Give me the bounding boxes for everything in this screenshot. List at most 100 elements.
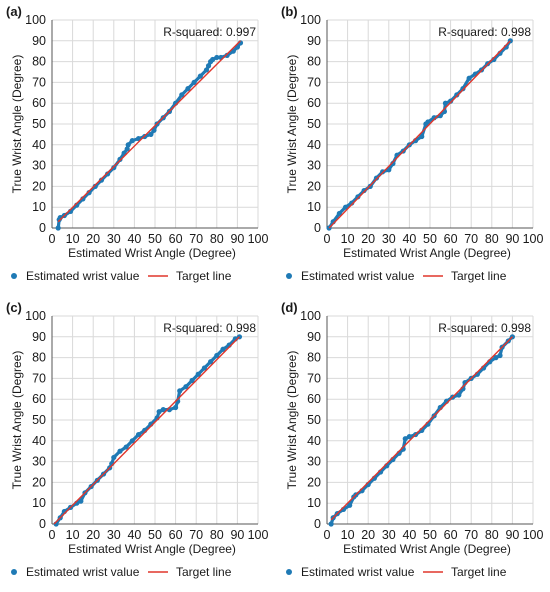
panel-c: (c) 0 10 20 30 40 50 60 70 80 90 100 0 10 20 30 40 50 60 70… xyxy=(0,296,275,592)
y-tick-label: 50 xyxy=(32,117,46,131)
panel-d: (d) 0 10 20 30 40 50 60 70 80 90 100 0 10 20 30 40 50 60 70… xyxy=(275,296,550,592)
y-tick-label: 0 xyxy=(39,517,46,531)
legend-point-icon xyxy=(11,273,17,279)
x-tick-label: 10 xyxy=(341,232,355,246)
panel-b: (b) 0 10 20 30 40 50 60 70 80 90 100 0 10 20 30 40 50 60 70… xyxy=(275,0,550,296)
x-tick-label: 40 xyxy=(402,528,416,542)
y-axis-label: True Wrist Angle (Degree) xyxy=(10,351,24,490)
legend-label-target: Target line xyxy=(176,269,232,283)
legend-label-target: Target line xyxy=(451,565,507,579)
x-tick-label: 90 xyxy=(505,232,519,246)
y-tick-label: 10 xyxy=(32,496,46,510)
x-tick-label: 90 xyxy=(505,528,519,542)
y-tick-label: 40 xyxy=(307,138,321,152)
y-tick-label: 0 xyxy=(314,517,321,531)
legend-label-target: Target line xyxy=(451,269,507,283)
y-tick-label: 20 xyxy=(32,179,46,193)
y-tick-label: 30 xyxy=(307,159,321,173)
x-tick-label: 20 xyxy=(86,528,100,542)
x-tick-label: 10 xyxy=(66,528,80,542)
y-tick-label: 100 xyxy=(25,13,46,27)
y-tick-label: 10 xyxy=(307,200,321,214)
x-tick-label: 40 xyxy=(127,528,141,542)
legend-label-points: Estimated wrist value xyxy=(26,269,140,283)
x-axis-label: Estimated Wrist Angle (Degree) xyxy=(68,246,236,260)
y-tick-label: 0 xyxy=(314,221,321,235)
y-tick-label: 40 xyxy=(307,434,321,448)
r-squared-label: R-squared: 0.998 xyxy=(438,25,531,39)
panel-label: (d) xyxy=(281,300,298,315)
y-tick-label: 0 xyxy=(39,221,46,235)
y-tick-label: 80 xyxy=(307,55,321,69)
chart-svg: (c) 0 10 20 30 40 50 60 70 80 90 100 0 10 20 30 40 50 60 70… xyxy=(6,300,268,579)
target-line xyxy=(57,40,241,223)
x-tick-label: 90 xyxy=(230,232,244,246)
y-tick-label: 60 xyxy=(32,96,46,110)
legend-label-points: Estimated wrist value xyxy=(301,269,415,283)
y-tick-label: 80 xyxy=(32,351,46,365)
y-tick-label: 10 xyxy=(32,200,46,214)
y-axis-label: True Wrist Angle (Degree) xyxy=(10,55,24,194)
x-tick-label: 80 xyxy=(210,528,224,542)
x-tick-label: 40 xyxy=(127,232,141,246)
x-tick-label: 10 xyxy=(66,232,80,246)
y-tick-label: 20 xyxy=(32,475,46,489)
x-tick-label: 0 xyxy=(324,528,331,542)
x-tick-label: 60 xyxy=(444,528,458,542)
x-tick-label: 80 xyxy=(485,528,499,542)
y-tick-label: 30 xyxy=(32,159,46,173)
x-tick-label: 100 xyxy=(523,528,544,542)
y-tick-label: 100 xyxy=(300,13,321,27)
point-trace xyxy=(56,41,242,229)
target-line xyxy=(328,40,511,229)
y-tick-label: 50 xyxy=(307,413,321,427)
x-tick-label: 10 xyxy=(341,528,355,542)
y-tick-label: 30 xyxy=(32,455,46,469)
legend-label-points: Estimated wrist value xyxy=(26,565,140,579)
y-tick-label: 50 xyxy=(32,413,46,427)
x-tick-label: 0 xyxy=(49,528,56,542)
target-line xyxy=(53,336,240,525)
x-tick-label: 30 xyxy=(382,232,396,246)
x-tick-label: 60 xyxy=(444,232,458,246)
panel-label: (a) xyxy=(6,4,22,19)
x-tick-label: 30 xyxy=(107,528,121,542)
x-tick-label: 100 xyxy=(523,232,544,246)
target-line xyxy=(330,336,513,521)
y-tick-label: 20 xyxy=(307,179,321,193)
x-tick-label: 60 xyxy=(169,232,183,246)
y-tick-label: 20 xyxy=(307,475,321,489)
y-tick-label: 90 xyxy=(32,330,46,344)
r-squared-label: R-squared: 0.997 xyxy=(163,25,256,39)
y-tick-label: 50 xyxy=(307,117,321,131)
y-tick-label: 90 xyxy=(307,330,321,344)
legend-label-points: Estimated wrist value xyxy=(301,565,415,579)
x-tick-label: 30 xyxy=(107,232,121,246)
x-tick-label: 60 xyxy=(169,528,183,542)
x-axis-label: Estimated Wrist Angle (Degree) xyxy=(343,542,511,556)
y-axis-label: True Wrist Angle (Degree) xyxy=(285,351,299,490)
x-tick-label: 70 xyxy=(464,232,478,246)
y-tick-label: 100 xyxy=(25,309,46,323)
y-tick-label: 90 xyxy=(307,34,321,48)
legend-point-icon xyxy=(286,273,292,279)
x-axis-label: Estimated Wrist Angle (Degree) xyxy=(68,542,236,556)
y-tick-label: 30 xyxy=(307,455,321,469)
y-tick-label: 60 xyxy=(307,96,321,110)
x-tick-label: 0 xyxy=(49,232,56,246)
x-tick-label: 50 xyxy=(148,232,162,246)
y-tick-label: 60 xyxy=(307,392,321,406)
chart-svg: (b) 0 10 20 30 40 50 60 70 80 90 100 0 10 20 30 40 50 60 70… xyxy=(281,4,544,283)
x-tick-label: 50 xyxy=(423,232,437,246)
x-tick-label: 40 xyxy=(402,232,416,246)
panel-a: (a) 0 10 20 30 40 50 60 70 80 90 100 0 10 20 30 40 50 60 70… xyxy=(0,0,275,296)
x-tick-label: 80 xyxy=(210,232,224,246)
y-tick-label: 70 xyxy=(307,371,321,385)
y-tick-label: 10 xyxy=(307,496,321,510)
panel-label: (b) xyxy=(281,4,298,19)
chart-svg: (d) 0 10 20 30 40 50 60 70 80 90 100 0 10 20 30 40 50 60 70… xyxy=(281,300,544,579)
panel-label: (c) xyxy=(6,300,22,315)
chart-svg: (a) 0 10 20 30 40 50 60 70 80 90 100 0 10 20 30 40 50 60 70… xyxy=(6,4,268,283)
x-tick-label: 70 xyxy=(189,528,203,542)
r-squared-label: R-squared: 0.998 xyxy=(163,321,256,335)
